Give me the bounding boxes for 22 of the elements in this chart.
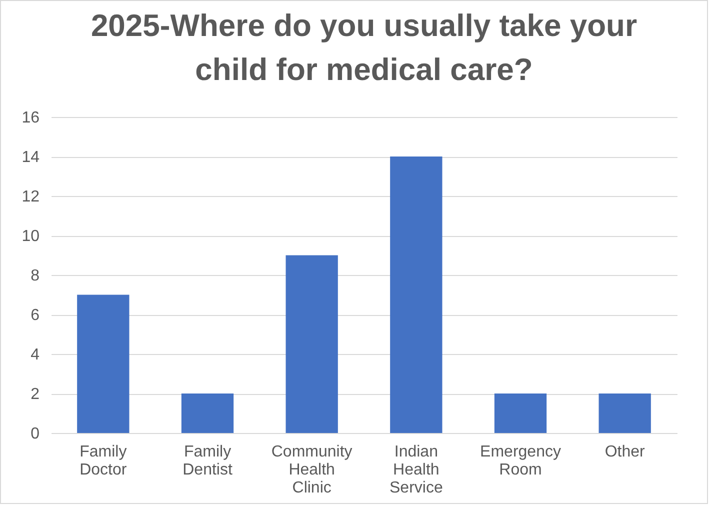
x-tick-label: Indian Health Service <box>389 444 443 496</box>
y-tick-label: 8 <box>30 268 40 284</box>
x-tick-label: Family Dentist <box>182 444 233 478</box>
y-tick-label: 0 <box>30 426 40 442</box>
y-tick-label: 10 <box>22 228 40 245</box>
bar <box>181 394 234 433</box>
y-tick-label: 6 <box>30 307 40 324</box>
y-tick-label: 16 <box>22 110 40 126</box>
y-tick-label: 14 <box>22 149 40 166</box>
y-tick-label: 12 <box>22 188 40 206</box>
bar <box>77 294 130 433</box>
bar <box>494 394 547 433</box>
bar <box>390 156 442 433</box>
y-tick-label: 4 <box>30 346 40 364</box>
bar <box>598 394 651 433</box>
x-tick-label: Family Doctor <box>80 444 128 478</box>
bar <box>286 255 338 433</box>
x-tick-label: Emergency Room <box>480 444 561 478</box>
y-tick-label: 2 <box>30 386 40 403</box>
x-tick-label: Other <box>604 444 646 460</box>
chart-title: 2025-Where do you usually take your child for medical care? <box>90 8 638 87</box>
x-tick-label: Community Health Clinic <box>271 444 352 496</box>
